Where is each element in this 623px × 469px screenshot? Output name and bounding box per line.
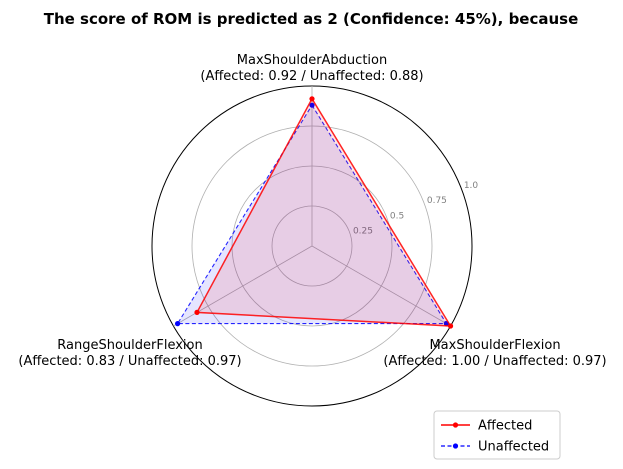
series-fill-affected bbox=[196, 98, 451, 326]
chart-title: The score of ROM is predicted as 2 (Conf… bbox=[44, 10, 579, 28]
axis-label-RangeShoulderFlexion: RangeShoulderFlexion bbox=[57, 338, 202, 353]
series-line-unaffected bbox=[176, 104, 448, 325]
axis-label-MaxShoulderFlexion: MaxShoulderFlexion bbox=[429, 338, 560, 353]
point-affected-MaxShoulderAbduction bbox=[309, 96, 315, 102]
axis-detail-RangeShoulderFlexion: (Affected: 0.83 / Unaffected: 0.97) bbox=[18, 354, 241, 369]
legend: Affected Unaffected bbox=[433, 410, 561, 460]
grid-spoke bbox=[311, 245, 451, 327]
series-fill-unaffected bbox=[177, 105, 447, 324]
legend-unaffected-label: Unaffected bbox=[478, 440, 549, 455]
grid-layer: 0.25 0.5 0.75 1.0 bbox=[151, 85, 479, 407]
point-affected-RangeShoulderFlexion bbox=[194, 309, 200, 315]
axis-label-layer: MaxShoulderAbduction(Affected: 0.92 / Un… bbox=[18, 53, 606, 369]
radial-tick-label: 0.5 bbox=[390, 211, 404, 221]
legend-unaffected-marker bbox=[452, 443, 459, 449]
legend-affected-label: Affected bbox=[478, 419, 532, 434]
axis-label-MaxShoulderAbduction: MaxShoulderAbduction bbox=[237, 53, 387, 68]
axis-detail-MaxShoulderFlexion: (Affected: 1.00 / Unaffected: 0.97) bbox=[383, 354, 606, 369]
series-layer bbox=[174, 96, 454, 329]
radial-tick-label: 0.25 bbox=[353, 227, 373, 237]
point-unaffected-RangeShoulderFlexion bbox=[174, 321, 181, 327]
point-unaffected-MaxShoulderAbduction bbox=[309, 102, 315, 108]
legend-affected-marker bbox=[452, 422, 459, 428]
series-line-affected bbox=[195, 97, 452, 327]
axis-detail-MaxShoulderAbduction: (Affected: 0.92 / Unaffected: 0.88) bbox=[200, 69, 423, 84]
radial-tick-label: 1.0 bbox=[464, 181, 479, 191]
legend-box bbox=[433, 410, 561, 460]
point-affected-MaxShoulderFlexion bbox=[447, 323, 454, 329]
radial-tick-label: 0.75 bbox=[427, 196, 447, 206]
